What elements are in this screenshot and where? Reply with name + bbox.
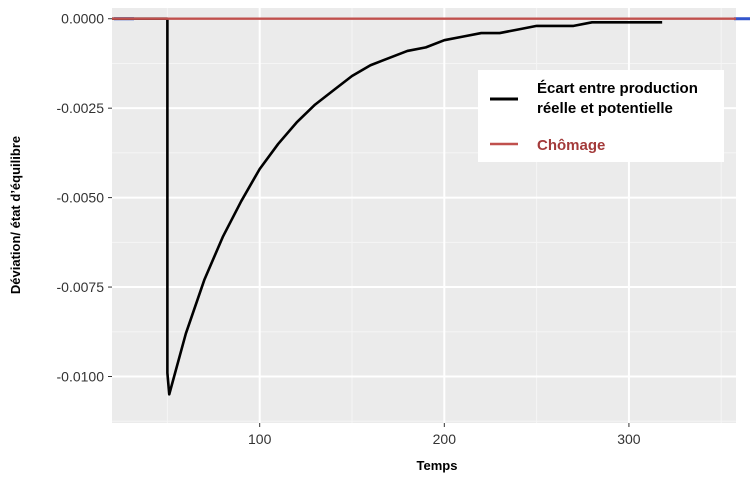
x-axis-title: Temps: [417, 458, 458, 473]
series-line-output-gap: [112, 17, 663, 396]
major-gridlines: [112, 8, 736, 423]
series-layer: [112, 17, 736, 396]
legend-label-output-gap-line1: Écart entre production: [537, 80, 698, 97]
x-tick-label-2: 300: [617, 431, 641, 447]
y-tick-label-0: 0.0000: [61, 11, 104, 27]
y-tick-label-1: -0.0025: [57, 100, 105, 116]
y-tick-label-3: -0.0075: [57, 279, 105, 295]
legend-label-output-gap-line2: réelle et potentielle: [537, 100, 673, 117]
legend-box: [478, 70, 724, 162]
legend-label-unemployment: Chômage: [537, 137, 605, 154]
y-tick-label-2: -0.0050: [57, 190, 105, 206]
y-tick-label-4: -0.0100: [57, 368, 105, 384]
y-axis-title: Déviation/ état d’équilibre: [8, 136, 23, 294]
x-tick-label-0: 100: [248, 431, 272, 447]
y-axis-ticks: 0.0000 -0.0025 -0.0050 -0.0075 -0.0100: [57, 11, 112, 384]
x-tick-label-1: 200: [433, 431, 457, 447]
x-axis-ticks: 100 200 300: [248, 423, 641, 447]
